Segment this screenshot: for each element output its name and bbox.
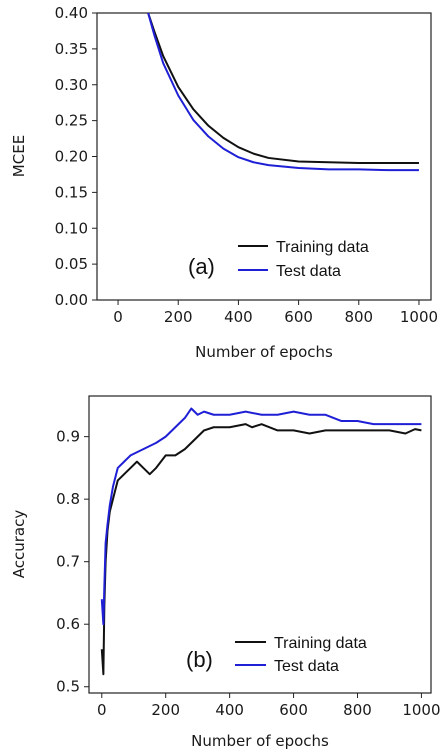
- panel-a-series-test-line: [147, 13, 419, 172]
- panel-a-legend-label-test: Test data: [276, 263, 341, 280]
- panel-a-y-tick-label: 0.35: [55, 40, 88, 58]
- panel-b-x-tick-label: 400: [215, 701, 244, 719]
- panel-b-legend-label-test: Test data: [274, 658, 339, 675]
- panel-a-x-axis-label: Number of epochs: [195, 343, 333, 361]
- panel-a-y-tick-label: 0.00: [55, 291, 88, 309]
- panel-a-x-tick-label: 600: [284, 308, 313, 326]
- panel-a-x-tick-label: 1000: [400, 308, 438, 326]
- panel-b-x-tick-label: 600: [279, 701, 308, 719]
- panel-b-x-tick-label: 1000: [402, 701, 440, 719]
- panel-a-legend: Training data Test data: [238, 239, 369, 280]
- panel-a: MCEE Number of epochs (a) Training data …: [10, 12, 432, 361]
- panel-a-y-tick-label: 0.40: [55, 4, 88, 22]
- panel-b: Accuracy Number of epochs (b) Training d…: [10, 395, 432, 750]
- panel-b-legend: Training data Test data: [235, 635, 367, 675]
- panel-b-y-tick-label: 0.8: [56, 490, 80, 508]
- panel-b-y-tick-label: 0.9: [56, 428, 80, 446]
- panel-b-plot-frame: [88, 395, 432, 694]
- panel-a-y-tick-label: 0.30: [55, 76, 88, 94]
- panel-a-x-tick-label: 200: [164, 308, 193, 326]
- panel-a-series-training-line: [147, 13, 419, 164]
- panel-a-y-tick-label: 0.10: [55, 219, 88, 237]
- panel-a-y-tick-label: 0.15: [55, 183, 88, 201]
- panel-b-x-tick-label: 0: [97, 701, 107, 719]
- panel-b-label: (b): [186, 647, 213, 672]
- panel-a-y-tick-label: 0.20: [55, 148, 88, 166]
- panel-b-series-test-line: [100, 407, 422, 626]
- panel-a-legend-label-training: Training data: [276, 239, 369, 256]
- panel-a-x-tick-label: 400: [224, 308, 253, 326]
- panel-b-x-tick-label: 800: [343, 701, 372, 719]
- panel-b-y-tick-label: 0.6: [56, 615, 80, 633]
- panel-b-x-tick-label: 200: [151, 701, 180, 719]
- panel-a-x-tick-label: 800: [344, 308, 373, 326]
- panel-a-y-tick-label: 0.25: [55, 112, 88, 130]
- panel-b-y-tick-label: 0.5: [56, 678, 80, 696]
- panel-a-x-tick-label: 0: [113, 308, 123, 326]
- panel-a-y-tick-label: 0.05: [55, 255, 88, 273]
- panel-b-y-axis-label: Accuracy: [10, 510, 28, 579]
- panel-b-marks: 0 200 400 600 800 1000 0.5 0.6 0.7 0.8 0.9: [56, 407, 441, 719]
- panel-b-legend-label-training: Training data: [274, 635, 367, 652]
- panel-a-label: (a): [188, 254, 215, 279]
- panel-a-marks: 0 200 400 600 800 1000 0.00 0.05 0.10 0.15 0.20 0.2…: [55, 4, 438, 326]
- panel-a-y-axis-label: MCEE: [10, 135, 28, 177]
- panel-b-y-tick-label: 0.7: [56, 553, 80, 571]
- panel-b-x-axis-label: Number of epochs: [191, 732, 329, 750]
- panel-b-series-training-line: [100, 423, 422, 676]
